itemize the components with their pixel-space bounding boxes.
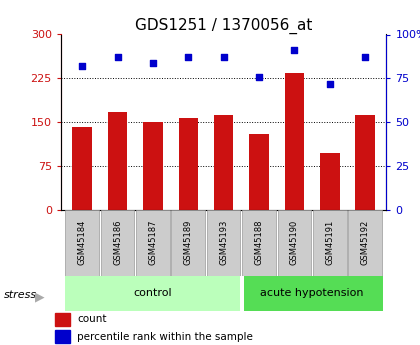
Text: GSM45193: GSM45193 [219,219,228,265]
Text: stress: stress [4,290,37,300]
Bar [355,115,375,210]
Bar [108,112,127,210]
Bar [249,134,269,210]
Bar [320,153,339,210]
Point [256,74,262,79]
Title: GDS1251 / 1370056_at: GDS1251 / 1370056_at [135,18,312,34]
Point [362,55,368,60]
Point [291,48,298,53]
Text: GSM45190: GSM45190 [290,219,299,265]
Bar [313,210,346,276]
Bar [136,210,170,276]
Bar [66,276,241,310]
Point [326,81,333,87]
Point [185,55,192,60]
Text: GSM45186: GSM45186 [113,219,122,265]
Text: ▶: ▶ [35,291,45,304]
Bar [285,72,304,210]
Bar [55,313,70,326]
Bar [55,330,70,343]
Text: control: control [134,288,172,298]
Bar [207,210,241,276]
Point [79,63,86,69]
Bar [143,122,163,210]
Bar [101,210,134,276]
Text: GSM45187: GSM45187 [148,219,158,265]
Text: GSM45188: GSM45188 [255,219,263,265]
Text: GSM45189: GSM45189 [184,219,193,265]
Text: percentile rank within the sample: percentile rank within the sample [77,332,253,342]
Bar [348,210,382,276]
Bar [242,210,276,276]
Bar [66,210,99,276]
Bar [244,276,383,310]
Bar [171,210,205,276]
Point [150,60,156,66]
Text: acute hypotension: acute hypotension [260,288,364,298]
Bar [72,127,92,210]
Point [114,55,121,60]
Bar [178,118,198,210]
Text: GSM45184: GSM45184 [78,219,87,265]
Bar [214,115,234,210]
Point [220,55,227,60]
Text: GSM45192: GSM45192 [361,219,370,265]
Bar [278,210,311,276]
Text: GSM45191: GSM45191 [326,219,334,265]
Text: count: count [77,315,107,324]
